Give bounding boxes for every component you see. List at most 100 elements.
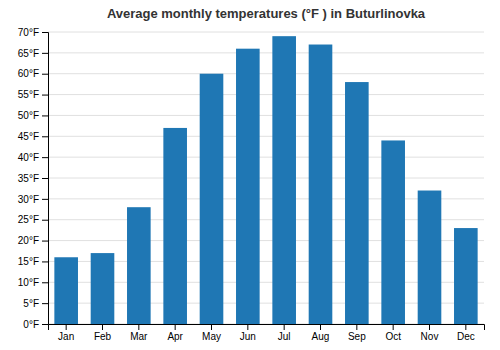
bar [127, 207, 151, 324]
y-tick: 25°F [18, 214, 48, 225]
x-tick: Jan [58, 324, 74, 342]
y-tick-mark [42, 324, 48, 325]
y-tick: 20°F [18, 235, 48, 246]
grid-line [48, 73, 484, 74]
x-tick-mark [175, 324, 176, 330]
y-tick-mark [42, 95, 48, 96]
grid-line [48, 136, 484, 137]
y-tick: 60°F [18, 68, 48, 79]
x-tick: May [202, 324, 221, 342]
x-tick: Apr [167, 324, 183, 342]
bars [54, 36, 477, 324]
x-tick: Nov [421, 324, 439, 342]
bar [454, 228, 478, 324]
y-tick-label: 65°F [18, 48, 39, 59]
x-tick-label: Jan [58, 331, 74, 342]
x-tick-label: Dec [457, 331, 475, 342]
y-tick: 50°F [18, 110, 48, 121]
x-tick-label: May [202, 331, 221, 342]
y-tick-mark [42, 261, 48, 262]
x-tick-mark [211, 324, 212, 330]
grid [48, 32, 484, 324]
y-tick-mark [42, 115, 48, 116]
x-tick-mark [247, 324, 248, 330]
bar [163, 128, 187, 324]
bar [272, 36, 296, 324]
x-tick-mark [102, 324, 103, 330]
x-tick-mark [356, 324, 357, 330]
x-tick: Sep [348, 324, 366, 342]
plot: JanFebMarAprMayJunJulAugSepOctNovDec0°F5… [18, 27, 485, 342]
x-tick-mark [465, 324, 466, 330]
x-tick-label: Nov [421, 331, 439, 342]
y-tick-label: 45°F [18, 131, 39, 142]
y-tick-label: 5°F [23, 298, 39, 309]
y-tick-mark [42, 220, 48, 221]
x-tick-label: Jul [278, 331, 291, 342]
bar [200, 74, 224, 324]
grid-line [48, 32, 484, 33]
x-tick-mark [393, 324, 394, 330]
y-tick-mark [42, 241, 48, 242]
x-axis: JanFebMarAprMayJunJulAugSepOctNovDec [49, 324, 485, 342]
y-axis: 0°F 5°F 10°F 15°F 20°F 25°F 30°F 35°F 40°F 45°F 50… [18, 27, 49, 330]
y-tick-label: 20°F [18, 235, 39, 246]
y-tick-label: 15°F [18, 256, 39, 267]
x-tick-label: Feb [94, 331, 112, 342]
y-tick-mark [42, 199, 48, 200]
chart: JanFebMarAprMayJunJulAugSepOctNovDec0°F5… [0, 0, 500, 350]
title: Average monthly temperatures (°F ) in Bu… [107, 6, 426, 21]
y-tick: 0°F [23, 319, 48, 330]
bar [54, 257, 78, 324]
x-tick-mark [320, 324, 321, 330]
grid-line [48, 115, 484, 116]
y-tick-mark [42, 303, 48, 304]
grid-line [48, 94, 484, 95]
y-tick-mark [42, 136, 48, 137]
x-tick-mark [429, 324, 430, 330]
x-tick: Feb [94, 324, 112, 342]
x-tick: Aug [312, 324, 330, 342]
y-tick-mark [42, 32, 48, 33]
y-tick-label: 0°F [23, 319, 39, 330]
y-axis-line [42, 33, 49, 325]
y-tick-mark [42, 74, 48, 75]
y-tick-label: 25°F [18, 214, 39, 225]
y-tick: 35°F [18, 173, 48, 184]
bar [345, 82, 369, 324]
bar [309, 45, 333, 324]
y-tick-label: 30°F [18, 194, 39, 205]
x-axis-line [49, 325, 485, 331]
grid-line [48, 157, 484, 158]
y-tick: 45°F [18, 131, 48, 142]
y-tick: 15°F [18, 256, 48, 267]
bar [381, 140, 405, 324]
x-tick-label: Apr [167, 331, 183, 342]
x-tick-mark [66, 324, 67, 330]
y-tick-mark [42, 157, 48, 158]
bar [236, 49, 260, 324]
x-tick-label: Aug [312, 331, 330, 342]
y-tick-label: 70°F [18, 27, 39, 38]
grid-line [48, 178, 484, 179]
x-tick-label: Jun [240, 331, 256, 342]
x-tick: Dec [457, 324, 475, 342]
y-tick-label: 10°F [18, 277, 39, 288]
y-tick: 40°F [18, 152, 48, 163]
bar [418, 191, 442, 324]
y-tick: 10°F [18, 277, 48, 288]
x-tick: Jun [240, 324, 256, 342]
y-tick-label: 50°F [18, 110, 39, 121]
x-tick-mark [138, 324, 139, 330]
x-tick-mark [284, 324, 285, 330]
y-tick-label: 40°F [18, 152, 39, 163]
y-tick-mark [42, 282, 48, 283]
y-tick: 30°F [18, 194, 48, 205]
x-tick: Mar [130, 324, 148, 342]
y-tick-mark [42, 178, 48, 179]
y-tick: 70°F [18, 27, 48, 38]
y-tick-label: 60°F [18, 68, 39, 79]
y-tick: 65°F [18, 48, 48, 59]
bar [91, 253, 115, 324]
y-tick-label: 35°F [18, 173, 39, 184]
